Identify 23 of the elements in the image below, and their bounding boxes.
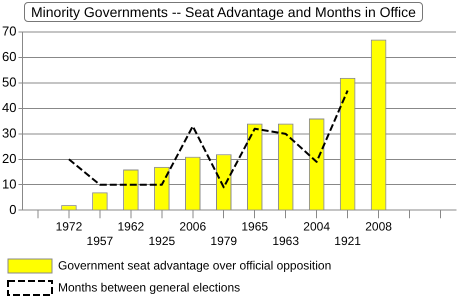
chart-title: Minority Governments -- Seat Advantage and Months in Office [24,2,423,22]
line-series [68,90,349,188]
x-tick-label: 1965 [241,220,268,234]
x-tick-label: 1979 [210,234,238,248]
y-tick-label: 10 [2,176,16,192]
y-tick-label: 20 [2,150,16,166]
x-tick-label: 2008 [365,220,392,234]
legend-label: Months between general elections [58,280,240,294]
x-tick-label: 1963 [272,234,300,248]
x-tick-label: 1962 [117,220,145,234]
x-tick-label: 1921 [334,234,362,248]
y-tick-label: 50 [2,74,16,90]
y-tick-label: 0 [9,202,16,217]
x-tick-label: 1925 [148,234,176,248]
legend-label: Government seat advantage over official opposition [58,258,332,272]
y-tick-label: 70 [2,24,16,39]
y-tick-label: 30 [2,125,16,140]
y-tick-label: 60 [2,49,16,64]
x-tick-label: 2004 [303,220,330,234]
x-tick-label: 1972 [56,220,83,234]
y-tick-label: 40 [2,100,16,115]
x-tick-label: 2006 [179,220,206,234]
x-tick-label: 1957 [86,234,114,248]
